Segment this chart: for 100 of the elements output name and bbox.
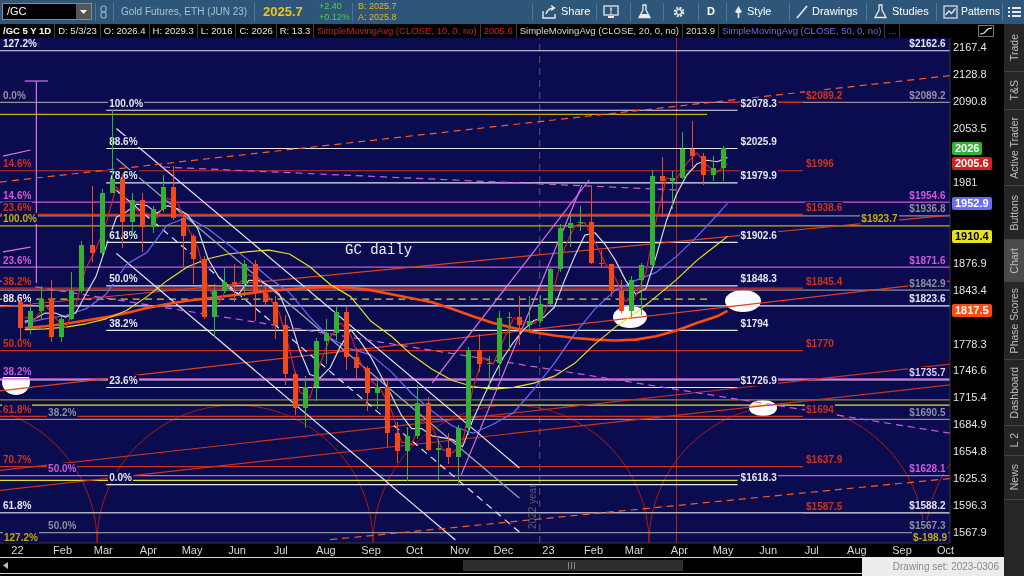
annotation: 50.0% [108,273,139,285]
data-label: $1794 [739,317,770,329]
data-label: $2089.2 [805,89,844,101]
y-tick-label: 1876.9 [953,256,987,269]
x-tick-label: Jun [228,543,247,556]
annotation: 100.0% [2,213,38,225]
annotation: 50.0% [47,463,78,475]
x-tick-label: Feb [584,543,604,556]
data-label: $1823.6 [908,293,947,305]
text: B: 2025.7 [358,1,397,11]
text: R: 13.3 [276,24,315,38]
data-label: $1628.1 [908,463,947,475]
data-label: $1637.9 [805,454,844,466]
data-label: $1902.6 [739,229,778,241]
x-tick-label: May [712,543,734,556]
annotation: 50.0% [47,520,78,532]
annotation: 2005.6 [952,157,992,171]
annotation: 61.8% [2,500,33,512]
data-label: $1694 [805,403,835,415]
x-tick-label: Jul [804,543,819,556]
annotation: 23.6% [2,201,33,213]
annotation: 100.0% [108,97,145,109]
text: 2013.9 [683,24,720,38]
x-tick-label: Oct [937,543,955,556]
x-tick-label: 22 [11,543,24,556]
y-tick-label: 2128.8 [953,68,987,81]
data-label: $1588.2 [908,500,947,512]
annotation: 1952.9 [952,196,992,210]
x-tick-label: Dec [493,543,514,556]
y-tick-label: 1981 [953,175,978,188]
annotation: 38.2% [47,406,78,418]
annotation: 50.0% [2,338,33,350]
data-label: $1842.9 [908,277,947,289]
data-label: $1871.6 [908,254,947,266]
annotation: 61.8% [2,403,33,415]
x-tick-label: Apr [670,543,689,556]
text: H: 2029.3 [149,24,198,38]
text: D [707,5,715,17]
annotation: 127.2% [2,38,38,50]
data-label: $2162.6 [908,38,947,50]
text: T&S [1008,80,1020,101]
annotation: GC daily [345,242,413,258]
text: Buttons [1008,194,1020,231]
data-label: $1587.5 [805,500,844,512]
data-label: $1954.6 [908,189,947,201]
x-tick-label: Mar [93,543,114,556]
chart-subtitle: /GC 5 Y 1D [0,24,56,38]
data-label: $1618.3 [739,472,778,484]
x-tick-label: Nov [449,543,470,556]
annotation: 88.6% [2,293,33,305]
data-label: $1726.9 [739,375,778,386]
text: Drawings [812,5,858,17]
chart-title: Gold Futures, ETH (JUN 23) [121,6,248,17]
annotation: 0.0% [2,89,27,101]
x-tick-label: Sep [361,543,381,556]
text: ... [885,24,901,38]
text: Studies [892,5,929,17]
x-tick-label: May [181,543,203,556]
data-label: $1567.3 [908,520,947,532]
data-label: $1996 [805,158,835,170]
y-tick-label: 1778.3 [953,337,987,350]
text: Share [561,5,591,17]
text: SimpleMovingAvg (CLOSE, 20, 0, no) [516,24,684,38]
annotation: 70.7% [2,454,33,466]
annotation: 1817.5 [952,304,992,318]
x-tick-label: Sep [892,543,912,556]
y-tick-label: 1746.6 [953,364,987,377]
annotation: 2026 [952,141,983,155]
annotation: 1910.4 [952,229,992,243]
text: News [1008,464,1020,491]
data-label: $1845.4 [805,275,844,287]
data-label: $2025.9 [739,135,778,147]
annotation: 0.0% [108,472,133,484]
text: Chart [1008,247,1020,274]
text: D: 5/3/23 [55,24,101,38]
x-tick-label: Mar [624,543,645,556]
text: +0.12% [319,12,350,22]
annotation: 23.6% [108,375,139,386]
y-tick-label: 1596.3 [953,499,987,512]
annotation: 127.2% [3,532,39,543]
text: Trade [1008,33,1020,62]
x-tick-label: 23 [542,543,555,556]
x-tick-label: Feb [53,543,73,556]
annotation: 38.2% [108,317,139,329]
data-label: $2078.3 [739,97,778,109]
data-label: $2089.2 [908,89,947,101]
y-tick-label: 2090.8 [953,95,987,108]
text: L 2 [1008,433,1020,448]
text: SimpleMovingAvg (CLOSE, 50, 0, no) [719,24,886,38]
y-tick-label: 1654.8 [953,445,987,458]
text: SimpleMovingAvg (CLOSE, 10, 0, no) [314,24,481,38]
x-tick-label: Apr [139,543,158,556]
x-tick-label: Aug [316,543,336,556]
text: /GC [7,5,27,17]
text: 2005.6 [480,24,517,38]
x-tick-label: Jul [273,543,288,556]
text: +2.40 [319,1,342,11]
data-label: $1938.6 [805,201,844,213]
y-tick-label: 1715.4 [953,391,987,404]
annotation: $-198.9 [912,532,948,543]
